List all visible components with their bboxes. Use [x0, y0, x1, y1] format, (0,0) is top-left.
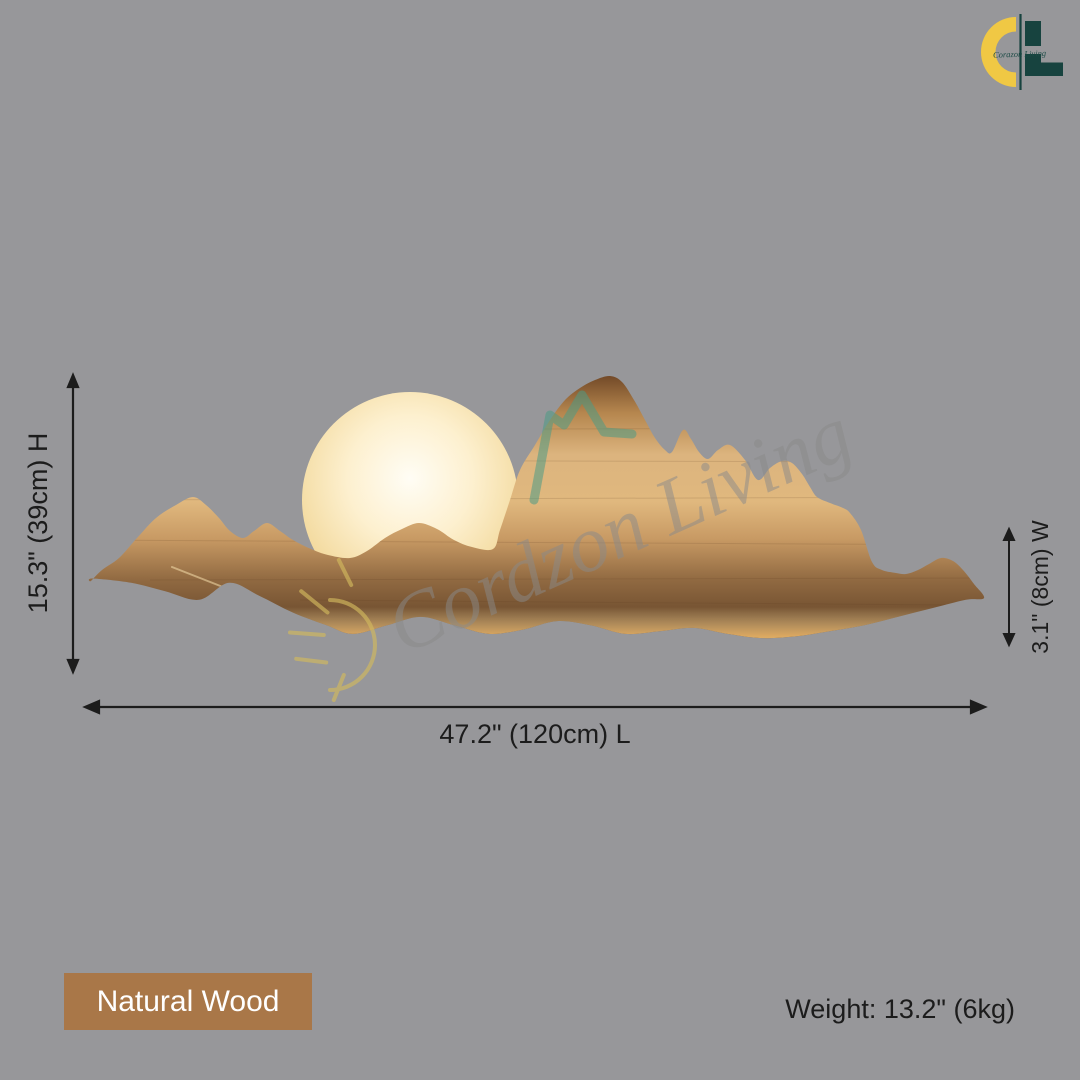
- svg-text:3.1" (8cm) W: 3.1" (8cm) W: [1027, 520, 1053, 654]
- svg-text:15.3" (39cm) H: 15.3" (39cm) H: [23, 433, 53, 614]
- svg-text:Corazon Living: Corazon Living: [993, 48, 1046, 60]
- svg-text:47.2" (120cm) L: 47.2" (120cm) L: [439, 719, 630, 749]
- svg-text:Weight: 13.2" (6kg): Weight: 13.2" (6kg): [785, 994, 1015, 1024]
